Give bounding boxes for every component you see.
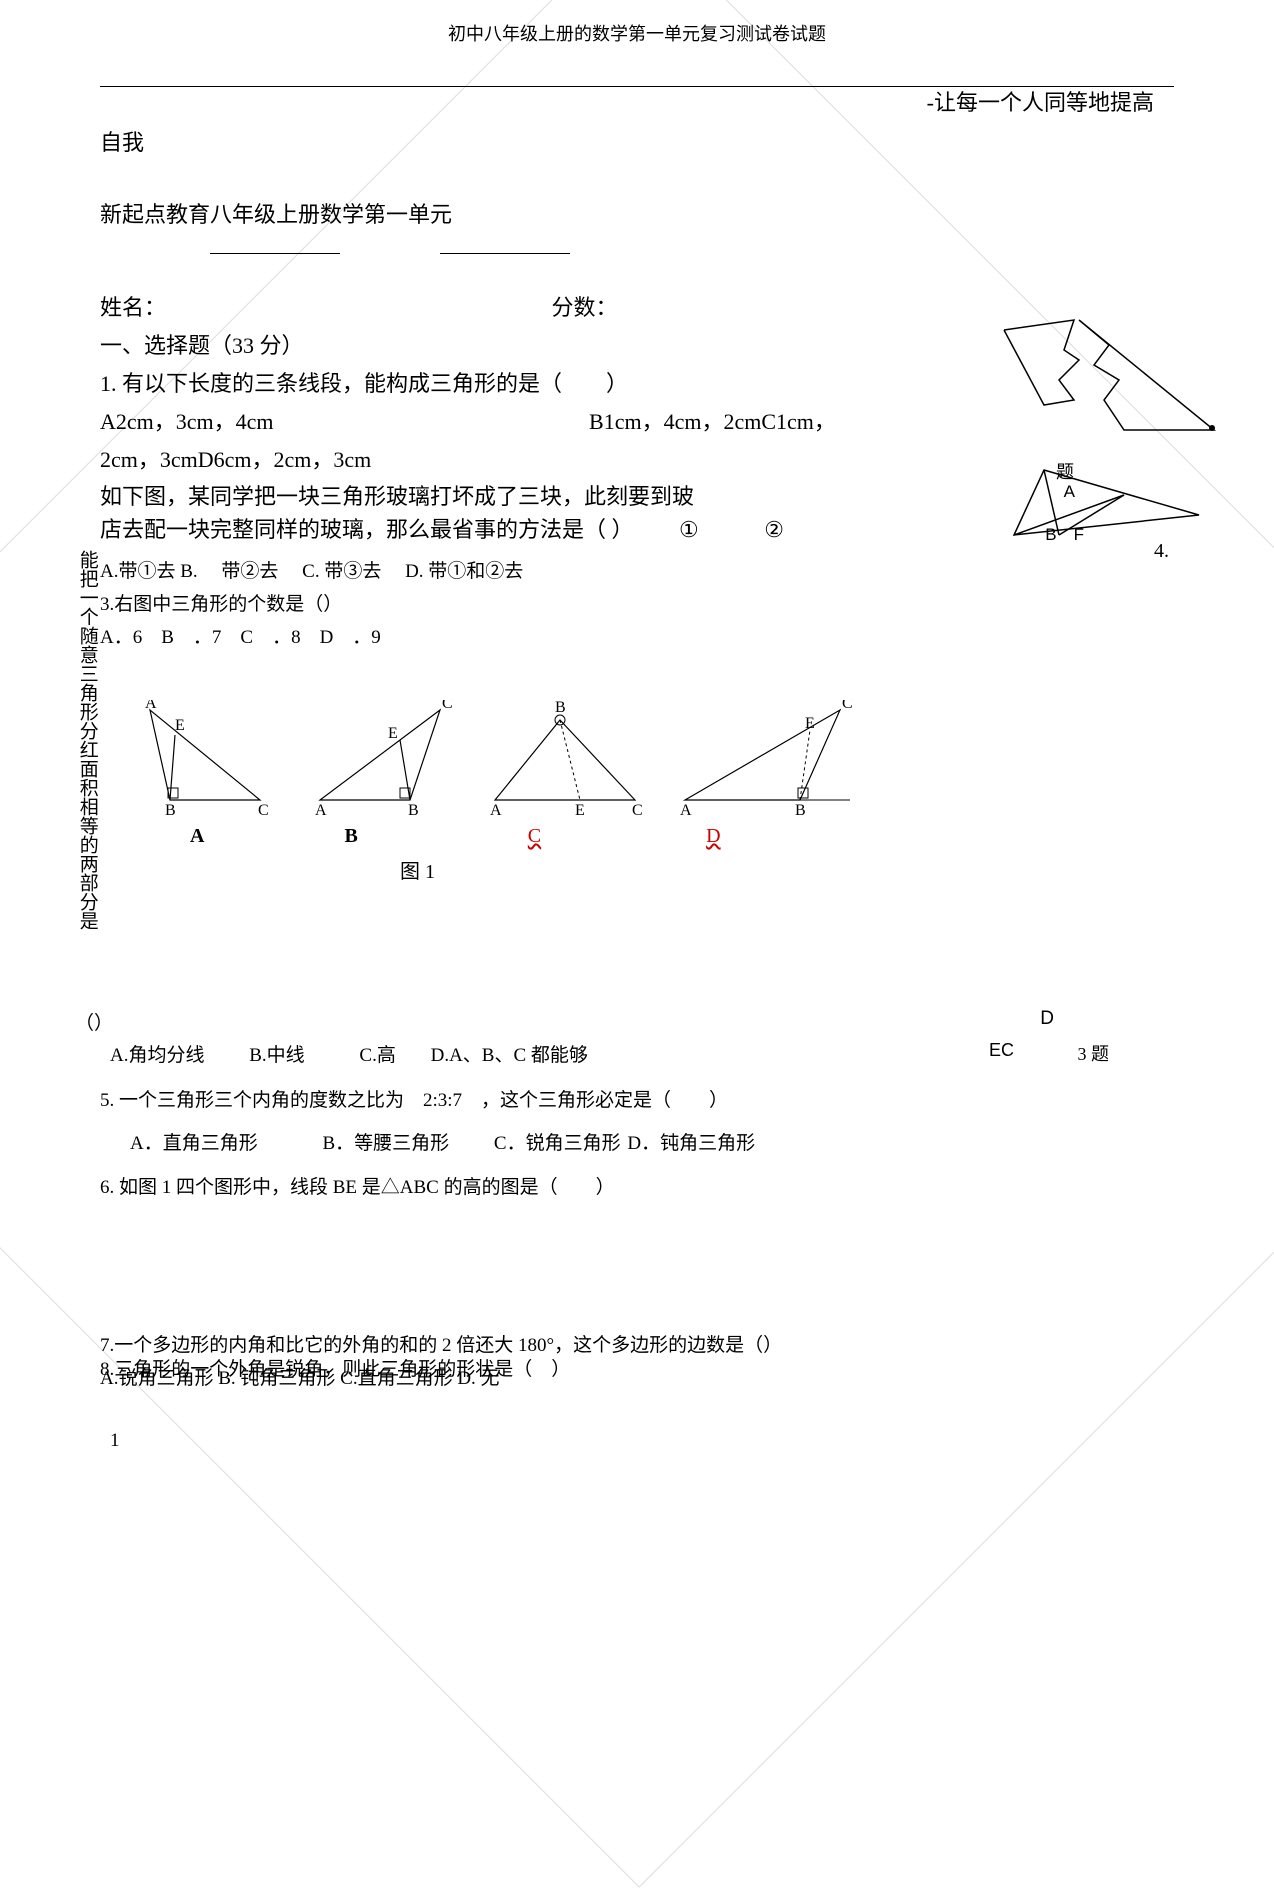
fig-label-b: B [344, 825, 357, 847]
svg-text:A: A [315, 802, 327, 819]
svg-text:E: E [805, 715, 815, 732]
question-8: 8.三角形的一个外角是锐角，则此三角形的形状是（ ） A.锐角三角形 B. 钝角… [100, 1360, 570, 1388]
q5-options: A．直角三角形 B．等腰三角形 C．锐角三角形 D．钝角三角形 [130, 1128, 755, 1155]
question-6: 6. 如图 1 四个图形中，线段 BE 是△ABC 的高的图是（ ） [100, 1172, 615, 1199]
ti-label: 题 [1056, 458, 1074, 484]
figure-1-triangles: A E B C C E A B B A E C [140, 700, 860, 826]
ec-label: EC [989, 1040, 1014, 1061]
svg-text:E: E [175, 717, 185, 734]
fig-label-a: A [190, 825, 204, 847]
page-number: 1 [110, 1430, 120, 1452]
q4-options: A.角均分线 B.中线 C.高 D.A、B、C 都能够 [110, 1040, 588, 1067]
q5-opt-b: B．等腰三角形 [322, 1133, 449, 1154]
q4-opt-d: D.A、B、C 都能够 [431, 1045, 588, 1066]
q1-opt-b: B1cm，4cm，2cmC1cm， [589, 409, 836, 434]
svg-text:C: C [842, 700, 853, 712]
q5-opt-a: A．直角三角形 [130, 1133, 258, 1154]
question-5: 5. 一个三角形三个内角的度数之比为 2:3:7 ，这个三角形必定是（ ） [100, 1085, 728, 1112]
q3-ref-label: 3 题 [1078, 1040, 1110, 1066]
slogan-text: -让每一个人同等地提高 [100, 85, 1174, 117]
svg-text:B: B [555, 700, 566, 716]
q2-line1: 如下图，某同学把一块三角形玻璃打坏成了三块，此刻要到玻 [100, 484, 694, 509]
q4-opt-c: C.高 [359, 1045, 395, 1066]
q3-options: A．6 B ．7 C ．8 D ．9 [100, 622, 1174, 649]
exam-title: 新起点教育八年级上册数学第一单元 [100, 197, 1174, 229]
question-4-vertical: 能把一个随意三角形分红面积相等的两部分是 [75, 550, 98, 1010]
q4-opt-a: A.角均分线 [110, 1045, 204, 1066]
document-header: 初中八年级上册的数学第一单元复习测试卷试题 [100, 20, 1174, 46]
q2-circ1: ① [679, 517, 699, 542]
q2-circ2: ② [764, 517, 784, 542]
vertex-a-label: A [1064, 482, 1075, 502]
underline-blanks [100, 235, 1174, 260]
svg-text:B: B [408, 802, 419, 819]
svg-text:C: C [632, 802, 643, 819]
fig-label-d: D [706, 825, 720, 847]
svg-text:B: B [165, 802, 176, 819]
q2-options: A.带①去 B. 带②去 C. 带③去 D. 带①和②去 [100, 556, 1174, 583]
svg-text:E: E [388, 725, 398, 742]
fig-label-c: C [528, 825, 541, 847]
q4-close-paren: （） [75, 1008, 113, 1035]
q8-line2: A.锐角三角形 B. 钝角三角形 C.直角三角形 D. 无 [100, 1369, 570, 1388]
figure-option-labels: A B C D [140, 825, 721, 848]
svg-text:E: E [575, 802, 585, 819]
question-3: 3.右图中三角形的个数是（） [100, 589, 1174, 616]
svg-text:C: C [258, 802, 269, 819]
q2-line2: 店去配一块完整同样的玻璃，那么最省事的方法是（ ） [100, 517, 634, 542]
score-label: 分数： [552, 295, 618, 320]
q5-opt-d: D．钝角三角形 [627, 1133, 755, 1154]
triangle-count-diagram [1004, 460, 1204, 556]
q4-opt-b: B.中线 [249, 1045, 304, 1066]
svg-text:A: A [490, 802, 502, 819]
figure-1-caption: 图 1 [400, 855, 435, 884]
q5-opt-c: C．锐角三角形 [494, 1133, 621, 1154]
stray-d-label: D [1040, 1008, 1054, 1030]
svg-text:A: A [680, 802, 692, 819]
svg-text:B: B [795, 802, 806, 819]
svg-text:A: A [145, 700, 157, 712]
self-text: 自我 [100, 125, 1174, 157]
broken-glass-diagram [994, 310, 1224, 456]
q1-opt-a: A2cm，3cm，4cm [100, 409, 274, 434]
name-label: 姓名： [100, 295, 166, 320]
svg-text:C: C [442, 700, 453, 712]
question-7: 7.一个多边形的内角和比它的外角的和的 2 倍还大 180°，这个多边形的边数是… [100, 1330, 782, 1357]
vertex-bf-label: B F [1045, 520, 1084, 545]
question-4-number: 4. [1154, 540, 1169, 563]
